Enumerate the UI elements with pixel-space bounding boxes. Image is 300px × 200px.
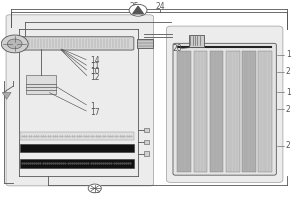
Text: 2: 2 [286, 105, 291, 114]
Text: 11: 11 [90, 62, 100, 71]
Text: 2: 2 [286, 141, 291, 150]
Bar [136, 39, 153, 48]
Bar [26, 75, 56, 94]
Bar [144, 151, 149, 156]
FancyBboxPatch shape [173, 43, 276, 175]
Text: 12: 12 [90, 73, 100, 82]
Text: 17: 17 [90, 108, 100, 117]
Bar [194, 51, 207, 172]
Text: 10: 10 [90, 67, 100, 76]
Circle shape [7, 39, 22, 49]
Circle shape [129, 4, 147, 16]
Bar [20, 132, 134, 140]
Bar [258, 51, 272, 172]
Text: 1: 1 [90, 102, 95, 111]
Text: 14: 14 [90, 56, 100, 65]
Bar [226, 51, 240, 172]
Bar [144, 140, 149, 144]
Text: 24: 24 [156, 2, 165, 11]
Polygon shape [2, 92, 11, 99]
Text: 25: 25 [130, 2, 139, 11]
Text: 20: 20 [172, 44, 182, 53]
Bar [144, 128, 149, 132]
Bar [210, 51, 224, 172]
Text: 2: 2 [286, 67, 291, 76]
FancyBboxPatch shape [6, 15, 154, 186]
Text: 26: 26 [92, 186, 101, 195]
Bar [20, 159, 134, 168]
Bar [20, 144, 134, 152]
FancyBboxPatch shape [18, 37, 134, 50]
Bar [178, 51, 191, 172]
FancyBboxPatch shape [167, 26, 283, 182]
Bar [189, 35, 204, 47]
Text: 1: 1 [286, 88, 291, 97]
Circle shape [1, 35, 28, 53]
Bar [242, 51, 256, 172]
Polygon shape [133, 6, 143, 14]
Text: 1: 1 [286, 50, 291, 59]
Circle shape [88, 184, 101, 193]
